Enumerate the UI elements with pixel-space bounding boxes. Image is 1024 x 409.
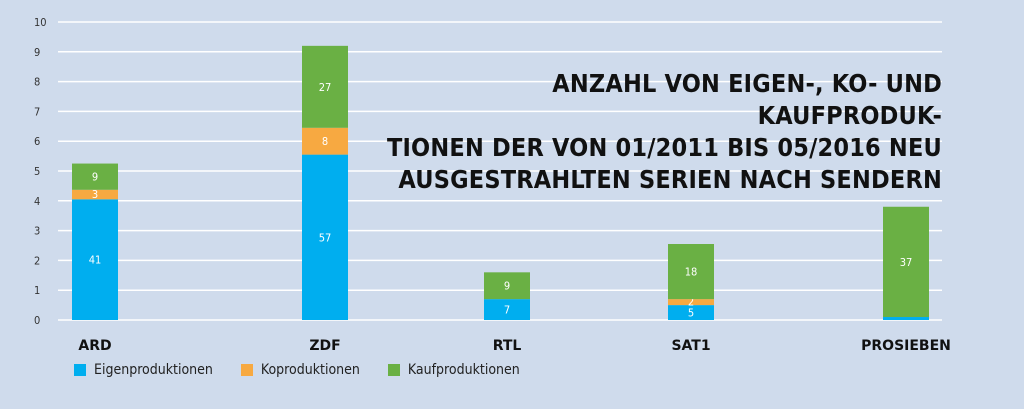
data-label-sat1-eigenproduktionen: 5	[688, 307, 694, 320]
y-tick-label: 3	[34, 225, 40, 238]
y-tick-label: 2	[34, 254, 40, 267]
title-line-2: TIONEN DER VON 01/2011 BIS 05/2016 NEU	[386, 133, 942, 162]
bar-rtl-eigenproduktionen	[484, 299, 530, 320]
gridlines	[58, 21, 942, 321]
title-line-3: AUSGESTRAHLTEN SERIEN NACH SENDERN	[398, 165, 942, 194]
bar-zdf-eigenproduktionen	[302, 154, 348, 320]
y-tick-label: 9	[34, 46, 40, 59]
y-tick-label: 0	[34, 314, 40, 327]
legend-swatch-eigen	[74, 364, 86, 376]
data-label-ard-eigenproduktionen: 41	[89, 254, 102, 267]
bar-sat1-koproduktionen	[668, 299, 714, 306]
bar-rtl-kaufproduktionen	[484, 272, 530, 300]
bar-prosieben-eigenproduktionen	[883, 317, 929, 320]
legend-item-eigen: Eigenproduktionen	[74, 362, 213, 378]
y-axis-ticks: 0 1 2 3 4 5 6 7 8 9 10	[34, 16, 47, 327]
data-label-zdf-kaufproduktionen: 27	[319, 81, 332, 94]
legend-item-kauf: Kaufproduktionen	[387, 362, 520, 378]
data-label-ard-kaufproduktionen: 9	[92, 171, 98, 184]
legend: Eigenproduktionen Koproduktionen Kaufpro…	[74, 362, 520, 378]
category-label-rtl: RTL	[493, 338, 522, 354]
title-line-1: ANZAHL VON EIGEN-, KO- UND KAUFPRODUK-	[552, 69, 942, 130]
bar-zdf-koproduktionen	[302, 127, 348, 155]
category-label-sat1: SAT1	[671, 338, 710, 354]
data-label-sat1-kaufproduktionen: 18	[685, 266, 698, 279]
bar-prosieben-kaufproduktionen	[883, 206, 929, 318]
y-tick-label: 8	[34, 76, 40, 89]
legend-label-ko: Koproduktionen	[260, 362, 360, 378]
y-tick-label: 6	[34, 135, 40, 148]
bar-ard-kaufproduktionen	[72, 163, 118, 190]
bars: 41 3 9 57 8 27 7 9 52 18 37	[72, 45, 929, 320]
legend-label-kauf: Kaufproduktionen	[407, 362, 520, 378]
legend-swatch-ko	[240, 364, 253, 376]
bar-ard-eigenproduktionen	[72, 199, 118, 320]
y-tick-label: 1	[34, 284, 40, 297]
data-label-zdf-koproduktionen: 8	[322, 135, 328, 148]
x-axis-categories: ARD ZDF RTL SAT1 PROSIEBEN	[78, 338, 951, 354]
bar-sat1-kaufproduktionen	[668, 244, 714, 300]
y-tick-label: 4	[34, 195, 40, 208]
bar-zdf-kaufproduktionen	[302, 45, 348, 128]
data-label-rtl-kaufproduktionen: 9	[504, 280, 510, 293]
legend-item-ko: Koproduktionen	[240, 362, 360, 378]
bar-ard-koproduktionen	[72, 189, 118, 200]
data-label-zdf-eigenproduktionen: 57	[319, 231, 332, 244]
data-label-prosieben-kaufproduktionen: 37	[900, 256, 913, 269]
category-label-zdf: ZDF	[309, 338, 340, 354]
y-tick-label: 7	[34, 105, 40, 118]
data-label-rtl-eigenproduktionen: 7	[504, 304, 510, 317]
y-tick-label: 5	[34, 165, 40, 178]
y-tick-label: 10	[34, 16, 47, 29]
bar-sat1-eigenproduktionen	[668, 305, 714, 320]
data-label-ard-koproduktionen: 3	[92, 188, 98, 201]
legend-swatch-kauf	[387, 364, 400, 376]
chart-title: ANZAHL VON EIGEN-, KO- UND KAUFPRODUK- T…	[360, 68, 942, 196]
data-label-sat1-koproduktionen: 2	[688, 295, 694, 308]
category-label-prosieben: PROSIEBEN	[861, 338, 951, 354]
category-label-ard: ARD	[78, 338, 111, 354]
legend-label-eigen: Eigenproduktionen	[94, 362, 213, 378]
